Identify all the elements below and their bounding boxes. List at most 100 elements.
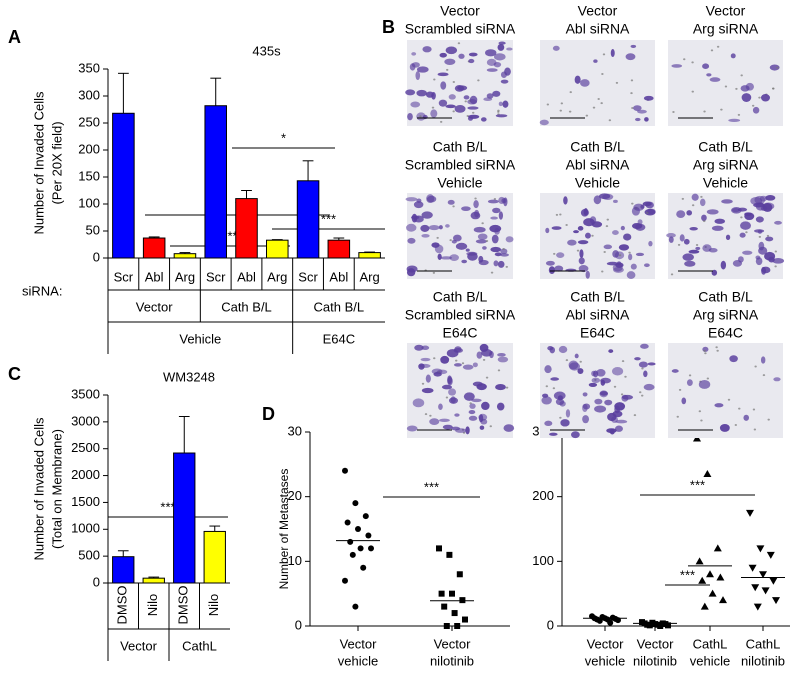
image-caption: Arg siRNA (693, 157, 759, 173)
cell (591, 234, 594, 237)
x-tick-label: nilotinib (633, 653, 677, 668)
cell (567, 239, 577, 246)
cell (720, 260, 727, 270)
cell (672, 111, 675, 114)
bar (173, 452, 196, 584)
cell (612, 230, 619, 235)
cell (639, 391, 642, 394)
cell (610, 49, 615, 58)
cell (421, 382, 425, 385)
cell (450, 396, 456, 404)
cell (755, 216, 764, 223)
data-point (719, 596, 727, 604)
data-point (355, 526, 361, 532)
cell (574, 75, 581, 84)
data-point (708, 589, 717, 597)
cell (559, 400, 566, 407)
y-tick-label: 300 (78, 87, 100, 102)
cell (710, 49, 714, 52)
cell (465, 426, 470, 435)
cell (752, 408, 756, 411)
cell (602, 193, 614, 200)
cell (497, 260, 505, 268)
cell (489, 351, 494, 359)
y-tick-label: 3500 (71, 386, 100, 401)
cell (583, 218, 595, 227)
cell (751, 104, 755, 107)
x-tick-label: Nilo (145, 594, 160, 616)
cell (468, 415, 478, 421)
data-point (342, 577, 348, 584)
x-tick-label: Scr (206, 269, 226, 284)
cell (501, 198, 507, 204)
cell (485, 239, 489, 242)
cell (473, 200, 479, 209)
cell (419, 115, 422, 118)
cell (701, 214, 707, 222)
cell (415, 71, 421, 81)
data-point (352, 603, 359, 610)
data-point (706, 570, 714, 578)
panel-label: B (382, 17, 395, 37)
cell (573, 230, 579, 234)
cell (580, 79, 590, 87)
cell (745, 231, 748, 234)
cell (772, 87, 775, 90)
bar (235, 198, 258, 259)
cell (470, 211, 481, 220)
data-point (365, 532, 372, 539)
cell (582, 415, 590, 424)
cell (721, 199, 733, 204)
cell (438, 403, 443, 410)
data-point (454, 623, 461, 629)
cell (727, 398, 731, 401)
cell (437, 72, 449, 77)
cell (689, 227, 698, 231)
image-caption: Scrambled siRNA (405, 307, 516, 323)
cell (441, 384, 452, 390)
cell (452, 110, 455, 113)
cell (695, 246, 701, 251)
cell (686, 210, 693, 216)
cell (602, 53, 606, 56)
cell (405, 89, 416, 96)
cell (744, 212, 755, 221)
cell (445, 396, 449, 399)
cell (614, 425, 623, 432)
cell (446, 68, 449, 71)
cell (544, 420, 553, 427)
cell (766, 234, 770, 237)
cell (498, 41, 506, 45)
data-point (759, 571, 767, 579)
cell (424, 413, 428, 416)
image-caption: Cath B/L (570, 139, 625, 155)
cell (500, 248, 508, 255)
cell (630, 92, 633, 95)
cell (588, 382, 598, 388)
cell (767, 418, 770, 421)
cell (630, 79, 634, 82)
cell (634, 357, 641, 361)
cell (497, 43, 505, 51)
cell (618, 254, 622, 257)
image-caption: Cath B/L (433, 289, 488, 305)
cell (728, 118, 741, 122)
cell (497, 109, 500, 112)
data-point (746, 509, 754, 517)
cell (405, 197, 418, 202)
cell (428, 225, 440, 231)
cell (490, 246, 502, 253)
significance-label: *** (690, 477, 705, 492)
cell (719, 423, 730, 432)
cell (698, 410, 702, 413)
cell (482, 246, 487, 250)
data-point (362, 513, 369, 520)
data-point (657, 623, 664, 629)
cell (758, 241, 765, 251)
cell (688, 249, 700, 254)
y-tick-label: 0 (93, 574, 100, 589)
bar (296, 180, 320, 259)
cell (698, 379, 711, 389)
cell (545, 227, 550, 234)
cell (691, 61, 694, 64)
